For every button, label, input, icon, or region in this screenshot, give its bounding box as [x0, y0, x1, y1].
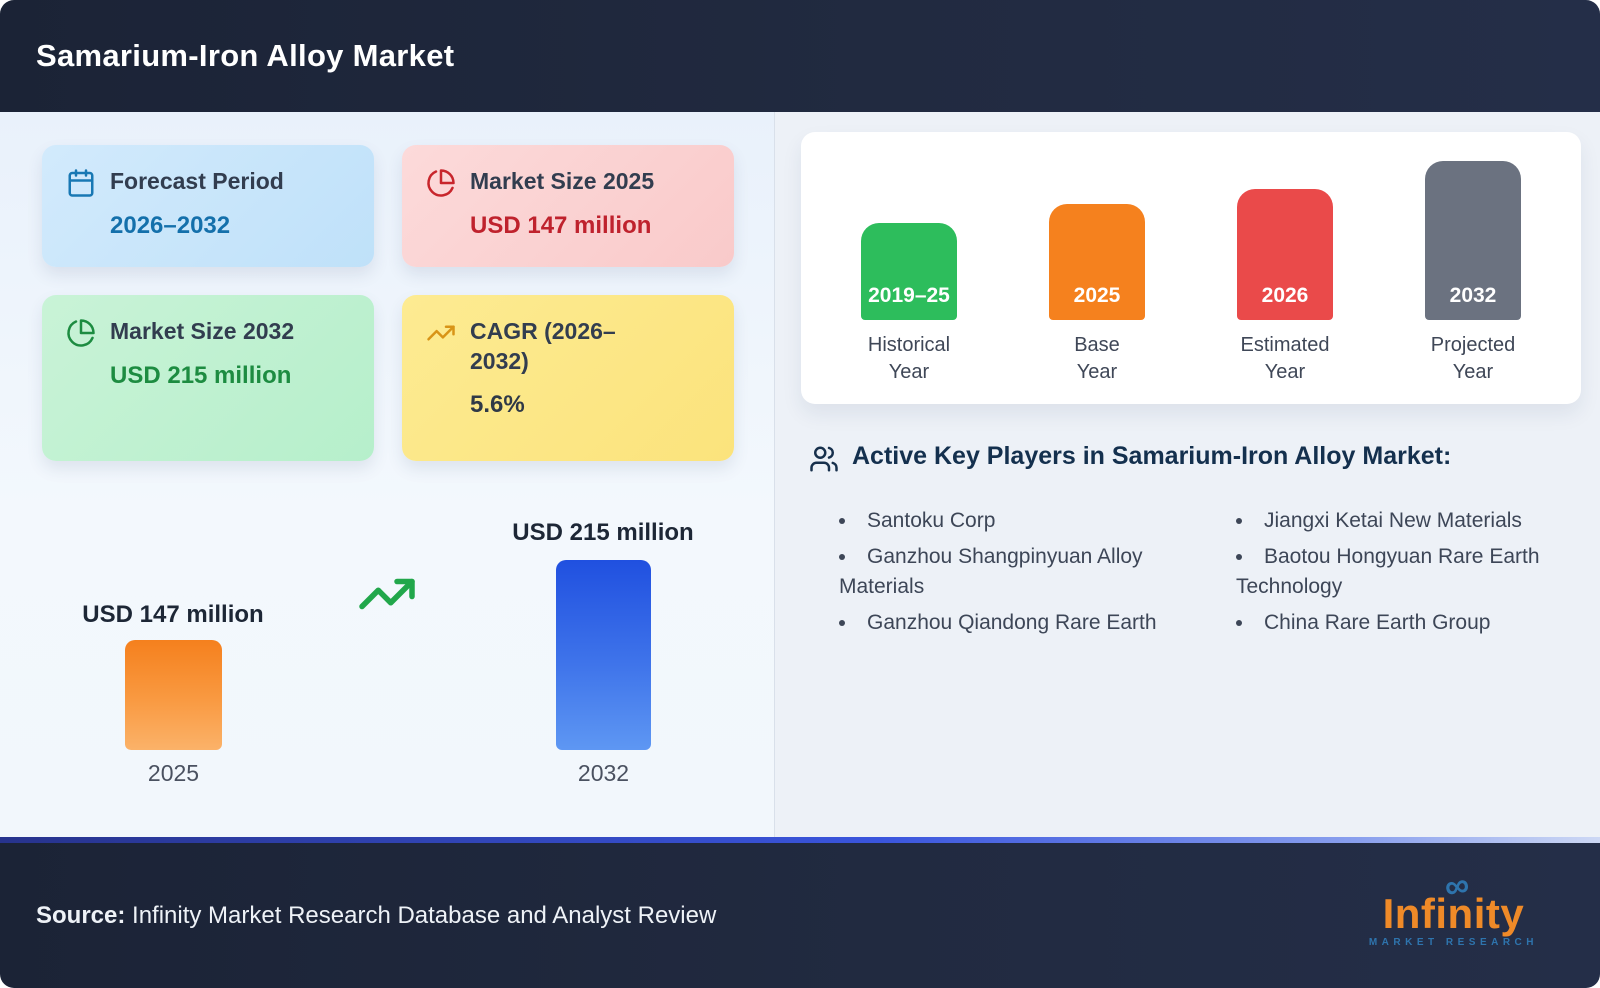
timeline-col-estimated: 2026 Estimated Year [1225, 189, 1345, 386]
key-players-list-left: Santoku Corp Ganzhou Shangpinyuan Alloy … [839, 499, 1184, 645]
footer-accent-line [0, 837, 1600, 843]
card-label: CAGR (2026–2032) [470, 318, 616, 374]
stat-cards: Forecast Period 2026–2032 Market Size 20… [42, 145, 734, 461]
calendar-icon [66, 168, 96, 198]
infinity-logo: ∞ Infinity MARKET RESEARCH [1368, 865, 1538, 948]
users-icon [809, 444, 839, 479]
growth-bar-2025 [125, 640, 222, 750]
list-item: Ganzhou Shangpinyuan Alloy Materials [839, 542, 1184, 601]
growth-end-value-label: USD 215 million [512, 519, 694, 546]
pie-chart-icon [66, 318, 96, 348]
growth-start-value-label: USD 147 million [82, 601, 264, 628]
left-panel: Forecast Period 2026–2032 Market Size 20… [0, 112, 775, 837]
timeline-caption: Base Year [1074, 334, 1120, 383]
source-label: Source: [36, 901, 126, 929]
logo-tagline: MARKET RESEARCH [1368, 937, 1538, 948]
growth-year-2032: 2032 [577, 760, 630, 786]
pie-chart-icon [426, 168, 456, 198]
footer-bar: Source: Infinity Market Research Databas… [0, 843, 1600, 988]
key-players-list-right: Jiangxi Ketai New Materials Baotou Hongy… [1236, 499, 1581, 645]
list-item: Baotou Hongyuan Rare Earth Technology [1236, 542, 1581, 601]
timeline-bar-year: 2025 [1073, 284, 1121, 307]
card-label: Market Size 2032 [110, 318, 295, 344]
card-value: USD 215 million [110, 362, 292, 389]
list-item: Jiangxi Ketai New Materials [1236, 506, 1581, 535]
card-label: Market Size 2025 [470, 168, 655, 194]
timeline-col-historical: 2019–25 Historical Year [849, 223, 969, 386]
forecast-period-card: Forecast Period 2026–2032 [42, 145, 374, 267]
timeline-col-projected: 2032 Projected Year [1413, 161, 1533, 386]
right-panel: 2019–25 Historical Year 2025 Base [775, 112, 1600, 837]
source-text: Infinity Market Research Database and An… [125, 901, 717, 929]
card-value: USD 147 million [470, 212, 652, 239]
cagr-card: CAGR (2026–2032) 5.6% [402, 295, 734, 461]
trending-up-icon [426, 318, 456, 348]
timeline-bar-base: 2025 [1049, 204, 1145, 320]
timeline-bar-historical: 2019–25 [861, 223, 957, 320]
market-size-2025-card: Market Size 2025 USD 147 million [402, 145, 734, 267]
page-title: Samarium-Iron Alloy Market [36, 38, 455, 73]
key-players-heading: Active Key Players in Samarium-Iron Allo… [852, 442, 1452, 470]
growth-bar-2032 [556, 560, 651, 750]
growth-year-2025: 2025 [147, 760, 200, 786]
growth-arrow-icon [352, 564, 422, 629]
key-players-columns: Santoku Corp Ganzhou Shangpinyuan Alloy … [839, 499, 1581, 645]
timeline-col-base: 2025 Base Year [1037, 204, 1157, 386]
source-line: Source: Infinity Market Research Databas… [36, 902, 716, 930]
market-size-2032-card: Market Size 2032 USD 215 million [42, 295, 374, 461]
card-value: 5.6% [470, 390, 525, 418]
key-players-section: Active Key Players in Samarium-Iron Allo… [801, 440, 1581, 645]
card-label: Forecast Period [110, 168, 284, 194]
timeline-bars: 2019–25 Historical Year 2025 Base [849, 161, 1533, 386]
main-area: Forecast Period 2026–2032 Market Size 20… [0, 112, 1600, 837]
timeline-bar-year: 2019–25 [868, 284, 950, 307]
timeline-bar-year: 2032 [1449, 284, 1497, 307]
list-item: Ganzhou Qiandong Rare Earth [839, 608, 1184, 637]
timeline-card: 2019–25 Historical Year 2025 Base [801, 132, 1581, 404]
timeline-bar-projected: 2032 [1425, 161, 1521, 320]
logo-name: Infinity [1382, 890, 1525, 937]
card-value: 2026–2032 [110, 212, 231, 239]
timeline-bar-estimated: 2026 [1237, 189, 1333, 320]
timeline-bar-year: 2026 [1261, 284, 1309, 307]
header-bar: Samarium-Iron Alloy Market [0, 0, 1600, 112]
list-item: Santoku Corp [839, 506, 1184, 535]
timeline-caption: Historical Year [867, 334, 951, 383]
timeline-caption: Projected Year [1430, 334, 1516, 383]
timeline-caption: Estimated Year [1240, 334, 1330, 383]
list-item: China Rare Earth Group [1236, 608, 1581, 637]
